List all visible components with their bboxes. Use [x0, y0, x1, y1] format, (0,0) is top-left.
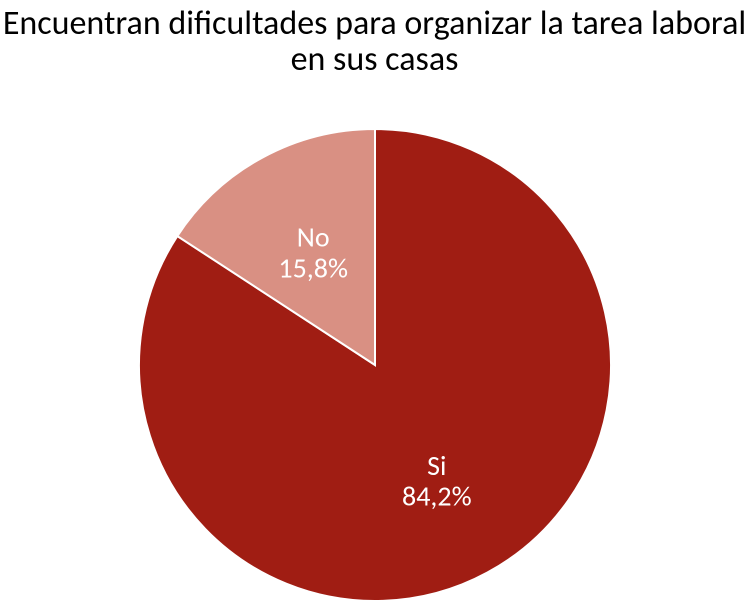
slice-label-no: No [296, 220, 329, 255]
chart-title: Encuentran dificultades para organizar l… [0, 6, 749, 77]
pie-chart: Si84,2% No15,8% [135, 125, 615, 605]
slice-value-no: 15,8% [278, 250, 348, 285]
slice-value-si: 84,2% [402, 479, 472, 514]
pie-chart-wrap: Si84,2% No15,8% [0, 125, 749, 605]
chart-container: Encuentran dificultades para organizar l… [0, 0, 749, 613]
slice-label-si: Si [427, 448, 446, 483]
